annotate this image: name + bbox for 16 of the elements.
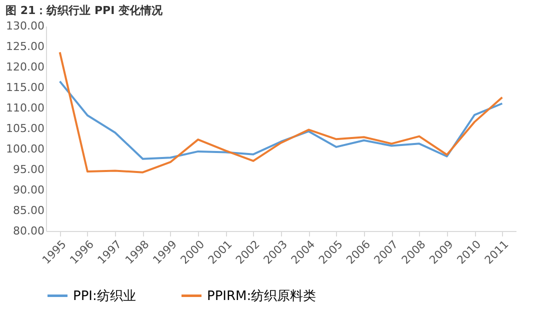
chart-title: 图 21：纺织行业 PPI 变化情况 [6,4,164,17]
y-tick-label: 105.00 [6,122,44,135]
y-tick-label: 90.00 [13,184,44,196]
line-series [58,80,504,160]
legend-label: PPIRM:纺织原料类 [207,288,316,304]
y-tick-label: 85.00 [13,204,44,217]
y-tick-label: 120.00 [6,60,44,74]
y-tick-label: 95.00 [13,163,44,176]
y-tick-label: 80.00 [13,224,44,238]
y-tick-label: 110.00 [6,102,44,114]
y-tick-label: 125.00 [6,40,44,53]
legend-label: PPI:纺织业 [73,288,136,304]
line-series [58,51,504,174]
y-tick-label: 100.00 [6,142,44,156]
y-tick-label: 130.00 [6,20,44,32]
y-tick-label: 115.00 [6,81,44,94]
